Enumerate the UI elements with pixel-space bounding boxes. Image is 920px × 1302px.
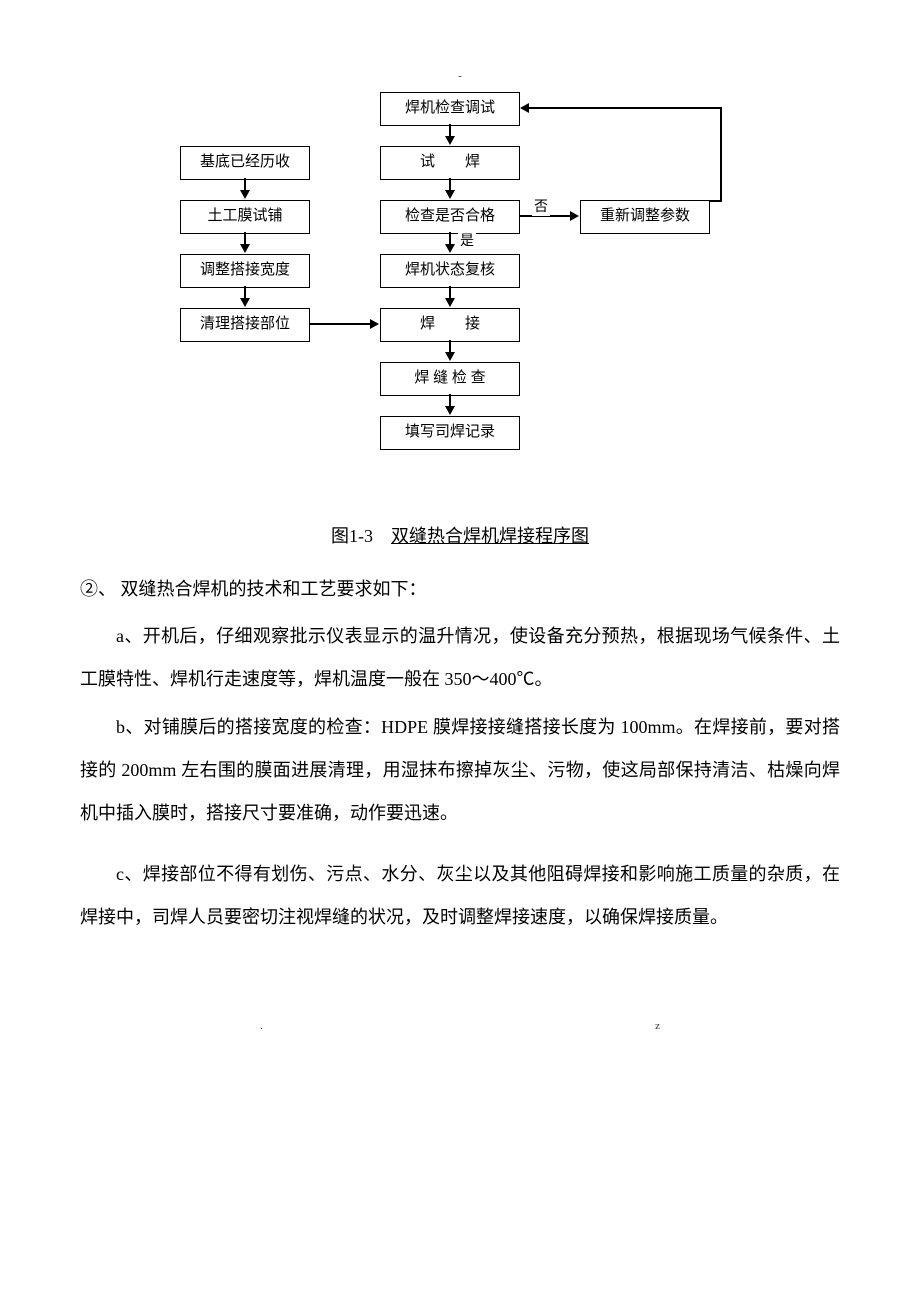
arrowhead — [520, 103, 529, 113]
arrowhead — [445, 190, 455, 199]
arrowhead — [445, 298, 455, 307]
caption-prefix: 图1-3 — [331, 526, 391, 546]
paragraph-c: c、焊接部位不得有划伤、污点、水分、灰尘以及其他阻碍焊接和影响施工质量的杂质，在… — [80, 853, 840, 939]
arrow — [710, 200, 722, 202]
arrowhead — [240, 298, 250, 307]
caption-title: 双缝热合焊机焊接程序图 — [391, 526, 589, 546]
figure-caption: 图1-3 双缝热合焊机焊接程序图 — [80, 522, 840, 548]
footer-right: z — [655, 1020, 660, 1032]
node-readjust: 重新调整参数 — [580, 200, 710, 234]
arrowhead — [370, 319, 379, 329]
node-trial-weld: 试 焊 — [380, 146, 520, 180]
arrowhead — [445, 406, 455, 415]
node-record: 填写司焊记录 — [380, 416, 520, 450]
node-machine-recheck: 焊机状态复核 — [380, 254, 520, 288]
arrowhead — [570, 211, 579, 221]
arrow — [528, 107, 722, 109]
footer-left: . — [260, 1020, 263, 1032]
node-weld-check: 焊机检查调试 — [380, 92, 520, 126]
edge-label-no: 否 — [532, 196, 550, 216]
node-weld: 焊 接 — [380, 308, 520, 342]
arrow — [310, 323, 372, 325]
paragraph-intro: ②、 双缝热合焊机的技术和工艺要求如下： — [80, 568, 840, 611]
flowchart: 焊机检查调试 试 焊 检查是否合格 焊机状态复核 焊 接 焊 缝 检 查 填写司… — [160, 92, 760, 512]
node-qualified: 检查是否合格 — [380, 200, 520, 234]
node-clean-overlap: 清理搭接部位 — [180, 308, 310, 342]
page-footer: . z — [80, 1020, 840, 1032]
arrowhead — [240, 244, 250, 253]
arrowhead — [445, 244, 455, 253]
node-seam-check: 焊 缝 检 查 — [380, 362, 520, 396]
paragraph-b: b、对铺膜后的搭接宽度的检查：HDPE 膜焊接接缝搭接长度为 100mm。在焊接… — [80, 706, 840, 836]
header-mark: - — [80, 70, 840, 82]
arrow — [720, 108, 722, 202]
arrowhead — [445, 352, 455, 361]
paragraph-a: a、开机后，仔细观察批示仪表显示的温升情况，使设备充分预热，根据现场气候条件、土… — [80, 615, 840, 701]
node-adjust-overlap: 调整搭接宽度 — [180, 254, 310, 288]
node-base-accept: 基底已经历收 — [180, 146, 310, 180]
arrowhead — [240, 190, 250, 199]
edge-label-yes: 是 — [458, 230, 476, 250]
node-trial-lay: 土工膜试铺 — [180, 200, 310, 234]
arrowhead — [445, 136, 455, 145]
